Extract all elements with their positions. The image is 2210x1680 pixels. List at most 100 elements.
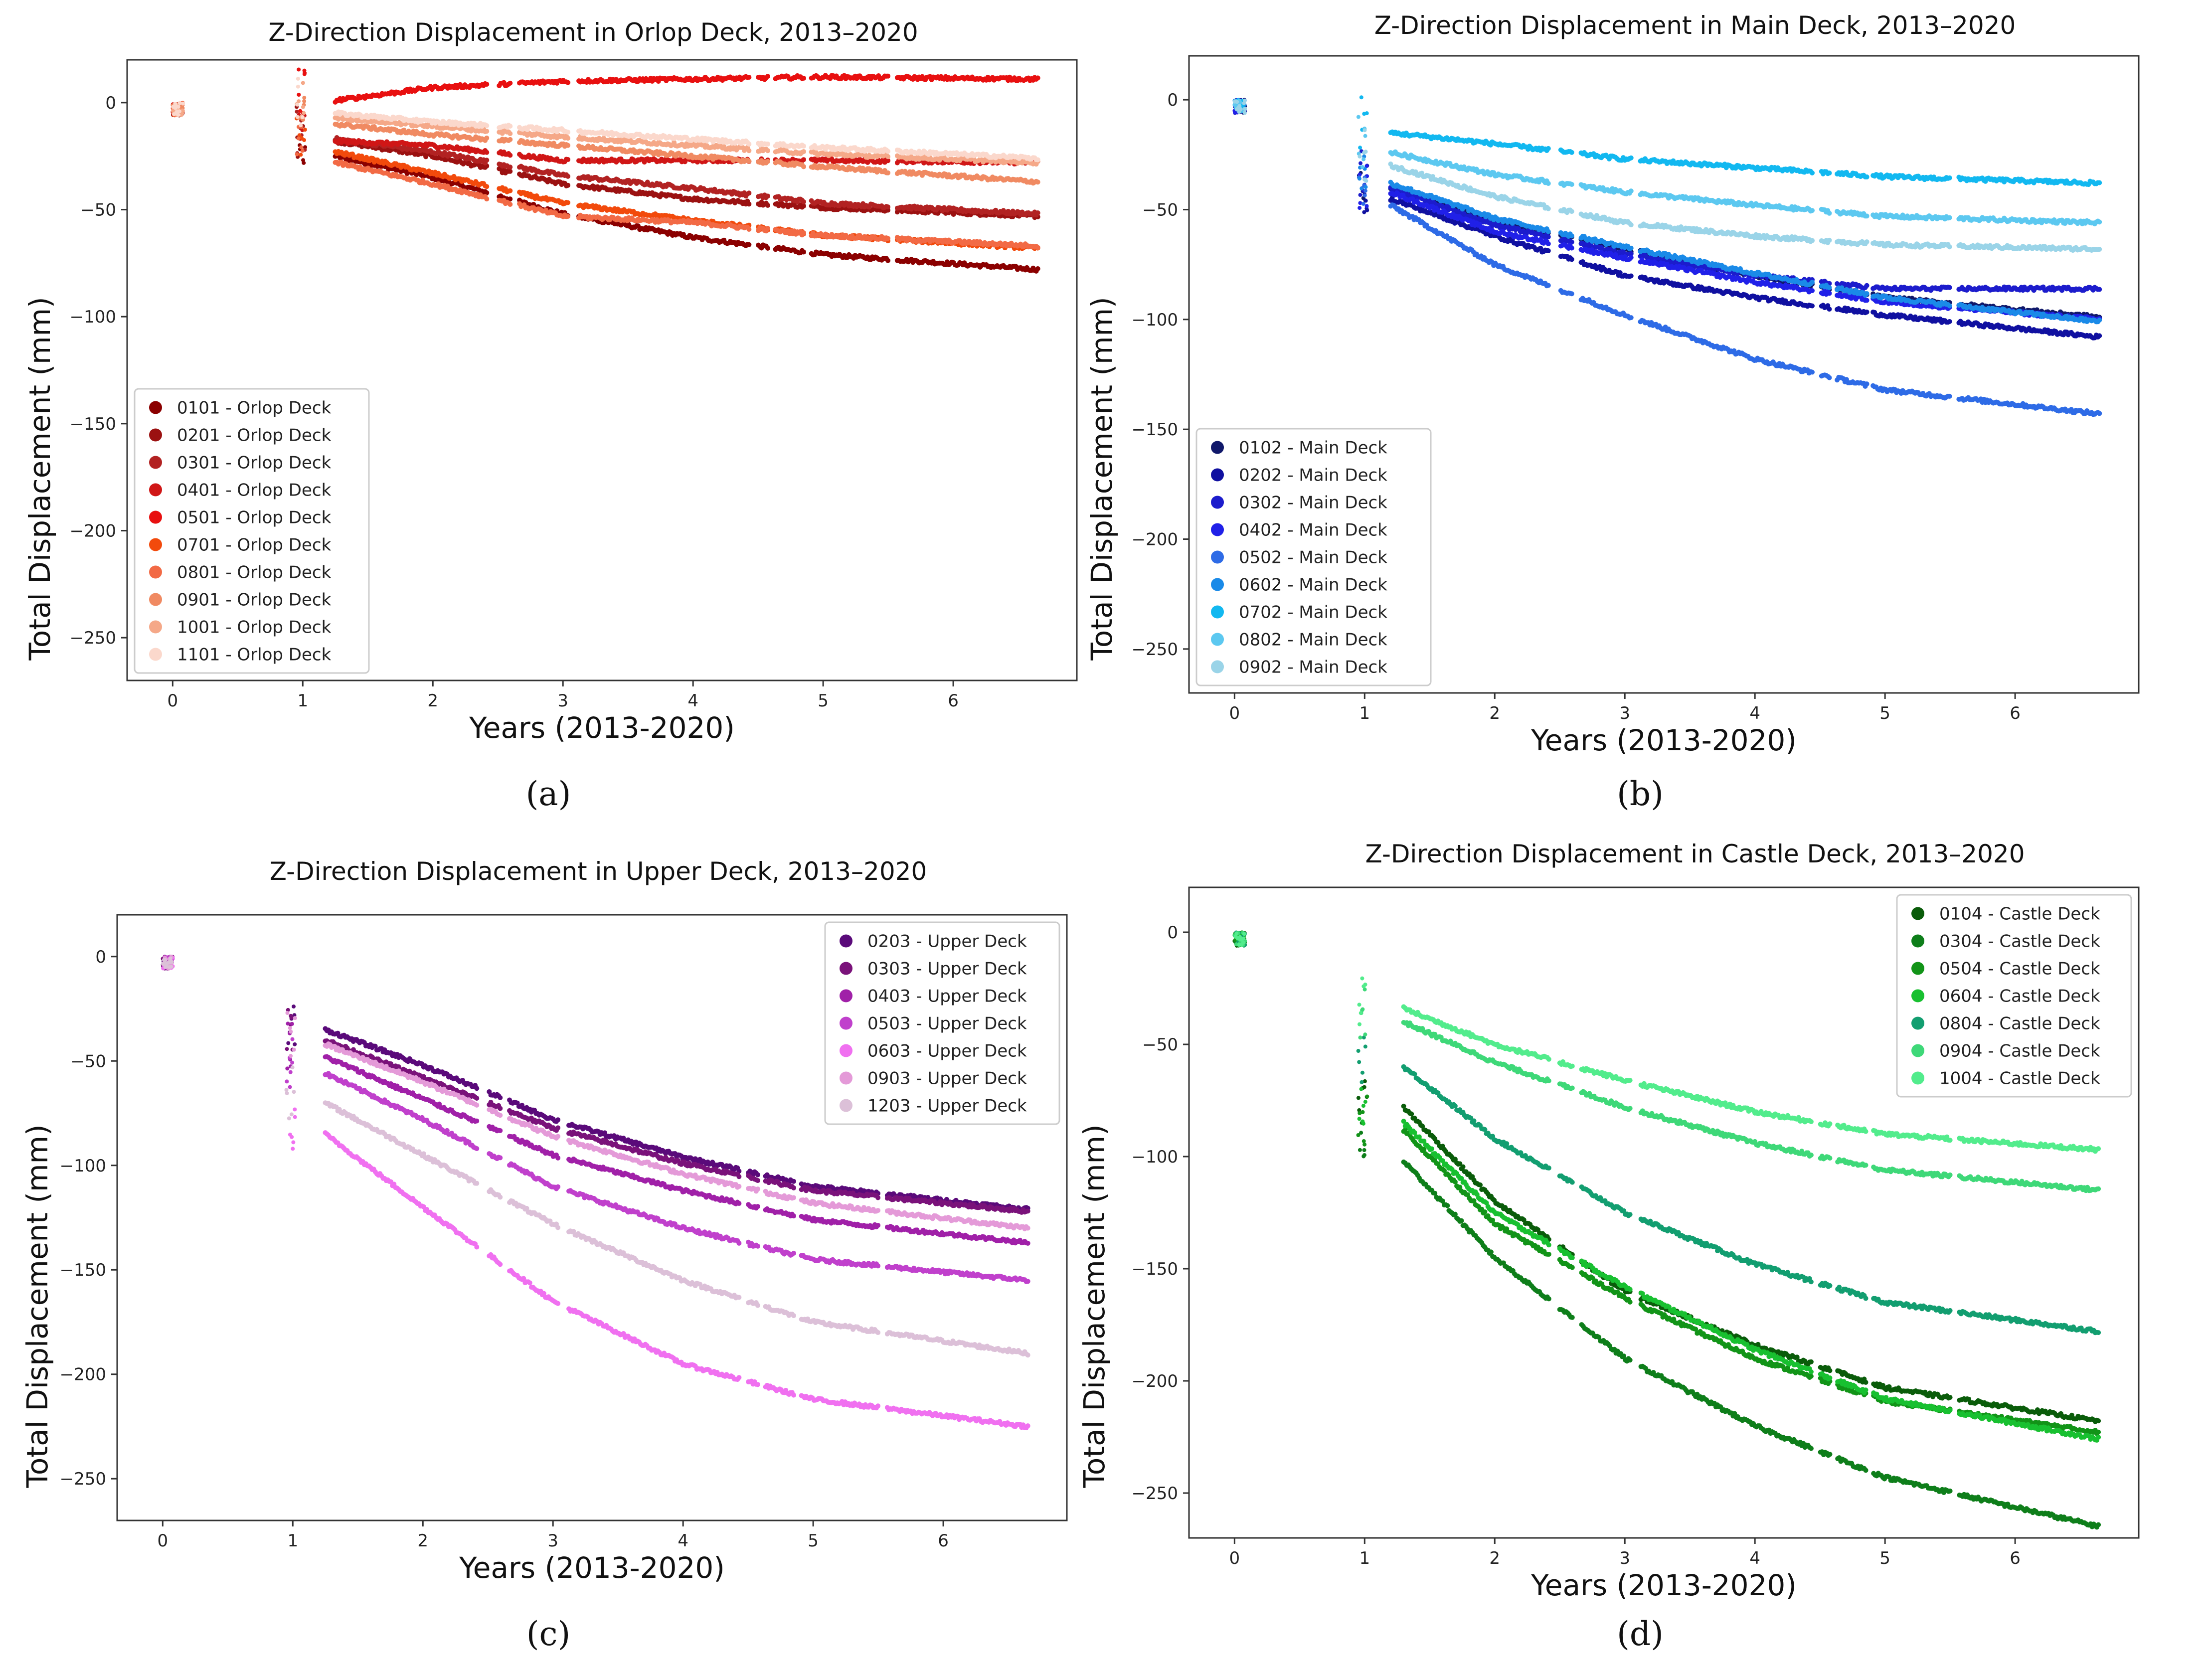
data-point (565, 136, 571, 141)
legend-marker (149, 565, 162, 579)
data-point (1035, 245, 1040, 250)
data-point (801, 157, 806, 163)
legend-entry: 0501 - Orlop Deck (177, 508, 332, 528)
data-point (296, 84, 300, 89)
legend-entry: 1101 - Orlop Deck (177, 645, 332, 665)
data-point (301, 81, 305, 85)
legend-marker (149, 401, 162, 414)
data-point (885, 258, 891, 263)
y-tick-label: 0 (105, 93, 116, 113)
data-point (746, 148, 752, 154)
data-point (801, 230, 806, 236)
data-point (801, 144, 806, 149)
legend-marker (149, 456, 162, 469)
data-point (885, 204, 891, 210)
data-point (1035, 179, 1040, 185)
data-point (1035, 75, 1040, 81)
data-point (296, 76, 300, 81)
data-point (765, 245, 770, 251)
x-tick-label: 5 (1879, 703, 1890, 723)
data-point (746, 142, 752, 147)
data-point (299, 145, 304, 150)
data-point (746, 159, 752, 164)
data-point (508, 124, 513, 129)
data-point (765, 159, 770, 164)
data-point (303, 128, 307, 132)
data-point (297, 67, 301, 72)
data-point (484, 190, 490, 195)
data-point (301, 158, 306, 163)
data-point (302, 96, 307, 100)
x-tick-label: 5 (818, 691, 829, 711)
data-point (765, 193, 770, 199)
data-point (484, 82, 490, 87)
y-axis-label: Total Displacement (mm) (23, 297, 57, 661)
legend-marker (149, 593, 162, 606)
legend-entry: 0101 - Orlop Deck (177, 398, 332, 418)
y-tick-label: −100 (70, 307, 116, 327)
data-point (295, 109, 299, 114)
data-point (484, 129, 490, 134)
data-point (508, 137, 513, 142)
data-point (508, 201, 513, 207)
x-tick-label: 3 (1619, 703, 1630, 723)
data-point (1035, 210, 1040, 216)
data-point (801, 203, 806, 209)
data-point (181, 101, 185, 106)
y-tick-label: 0 (1167, 90, 1178, 110)
data-point (298, 109, 303, 113)
data-point (885, 236, 891, 241)
legend-marker (149, 620, 162, 634)
data-point (508, 188, 513, 193)
y-tick-label: −250 (1132, 640, 1178, 660)
data-point (508, 131, 513, 137)
data-point (765, 148, 770, 154)
data-point (565, 143, 571, 148)
legend-entry: 0301 - Orlop Deck (177, 453, 332, 473)
legend-entry: 1001 - Orlop Deck (177, 618, 332, 638)
x-tick-label: 4 (687, 691, 698, 711)
data-point (300, 115, 305, 120)
data-point (484, 196, 490, 202)
legend-marker (149, 428, 162, 442)
data-point (1035, 157, 1040, 163)
data-point (565, 173, 571, 179)
data-point (801, 249, 806, 255)
data-point (765, 202, 770, 208)
data-point (1363, 198, 1368, 203)
data-point (297, 92, 301, 97)
chart-title: Z-Direction Displacement in Main Deck, 2… (1374, 11, 2016, 40)
x-tick-label: 0 (1229, 703, 1240, 723)
data-point (765, 225, 770, 231)
data-point (484, 123, 490, 128)
data-point (299, 153, 303, 157)
data-point (565, 157, 571, 163)
data-point (1362, 210, 1366, 214)
y-tick-label: −250 (70, 628, 116, 648)
data-point (885, 170, 891, 175)
data-point (484, 135, 490, 141)
data-point (565, 182, 571, 188)
data-point (295, 152, 299, 157)
x-tick-label: 1 (1359, 703, 1370, 723)
data-point (565, 200, 571, 205)
y-tick-label: −200 (1132, 530, 1178, 550)
x-tick-label: 4 (1749, 703, 1760, 723)
data-point (295, 102, 300, 107)
data-point (296, 136, 301, 141)
legend-marker (149, 510, 162, 524)
data-point (508, 80, 513, 86)
data-point (302, 99, 307, 103)
data-point (565, 214, 571, 219)
panel-caption: (a) (526, 775, 571, 813)
y-tick-label: −50 (1142, 200, 1178, 220)
data-point (746, 226, 752, 232)
data-point (299, 123, 303, 128)
data-point (801, 164, 806, 169)
y-tick-label: −150 (70, 414, 116, 434)
x-tick-label: 3 (557, 691, 568, 711)
data-point (1035, 266, 1040, 271)
legend-entry: 0801 - Orlop Deck (177, 563, 332, 583)
data-point (801, 199, 806, 204)
x-tick-label: 6 (948, 691, 959, 711)
